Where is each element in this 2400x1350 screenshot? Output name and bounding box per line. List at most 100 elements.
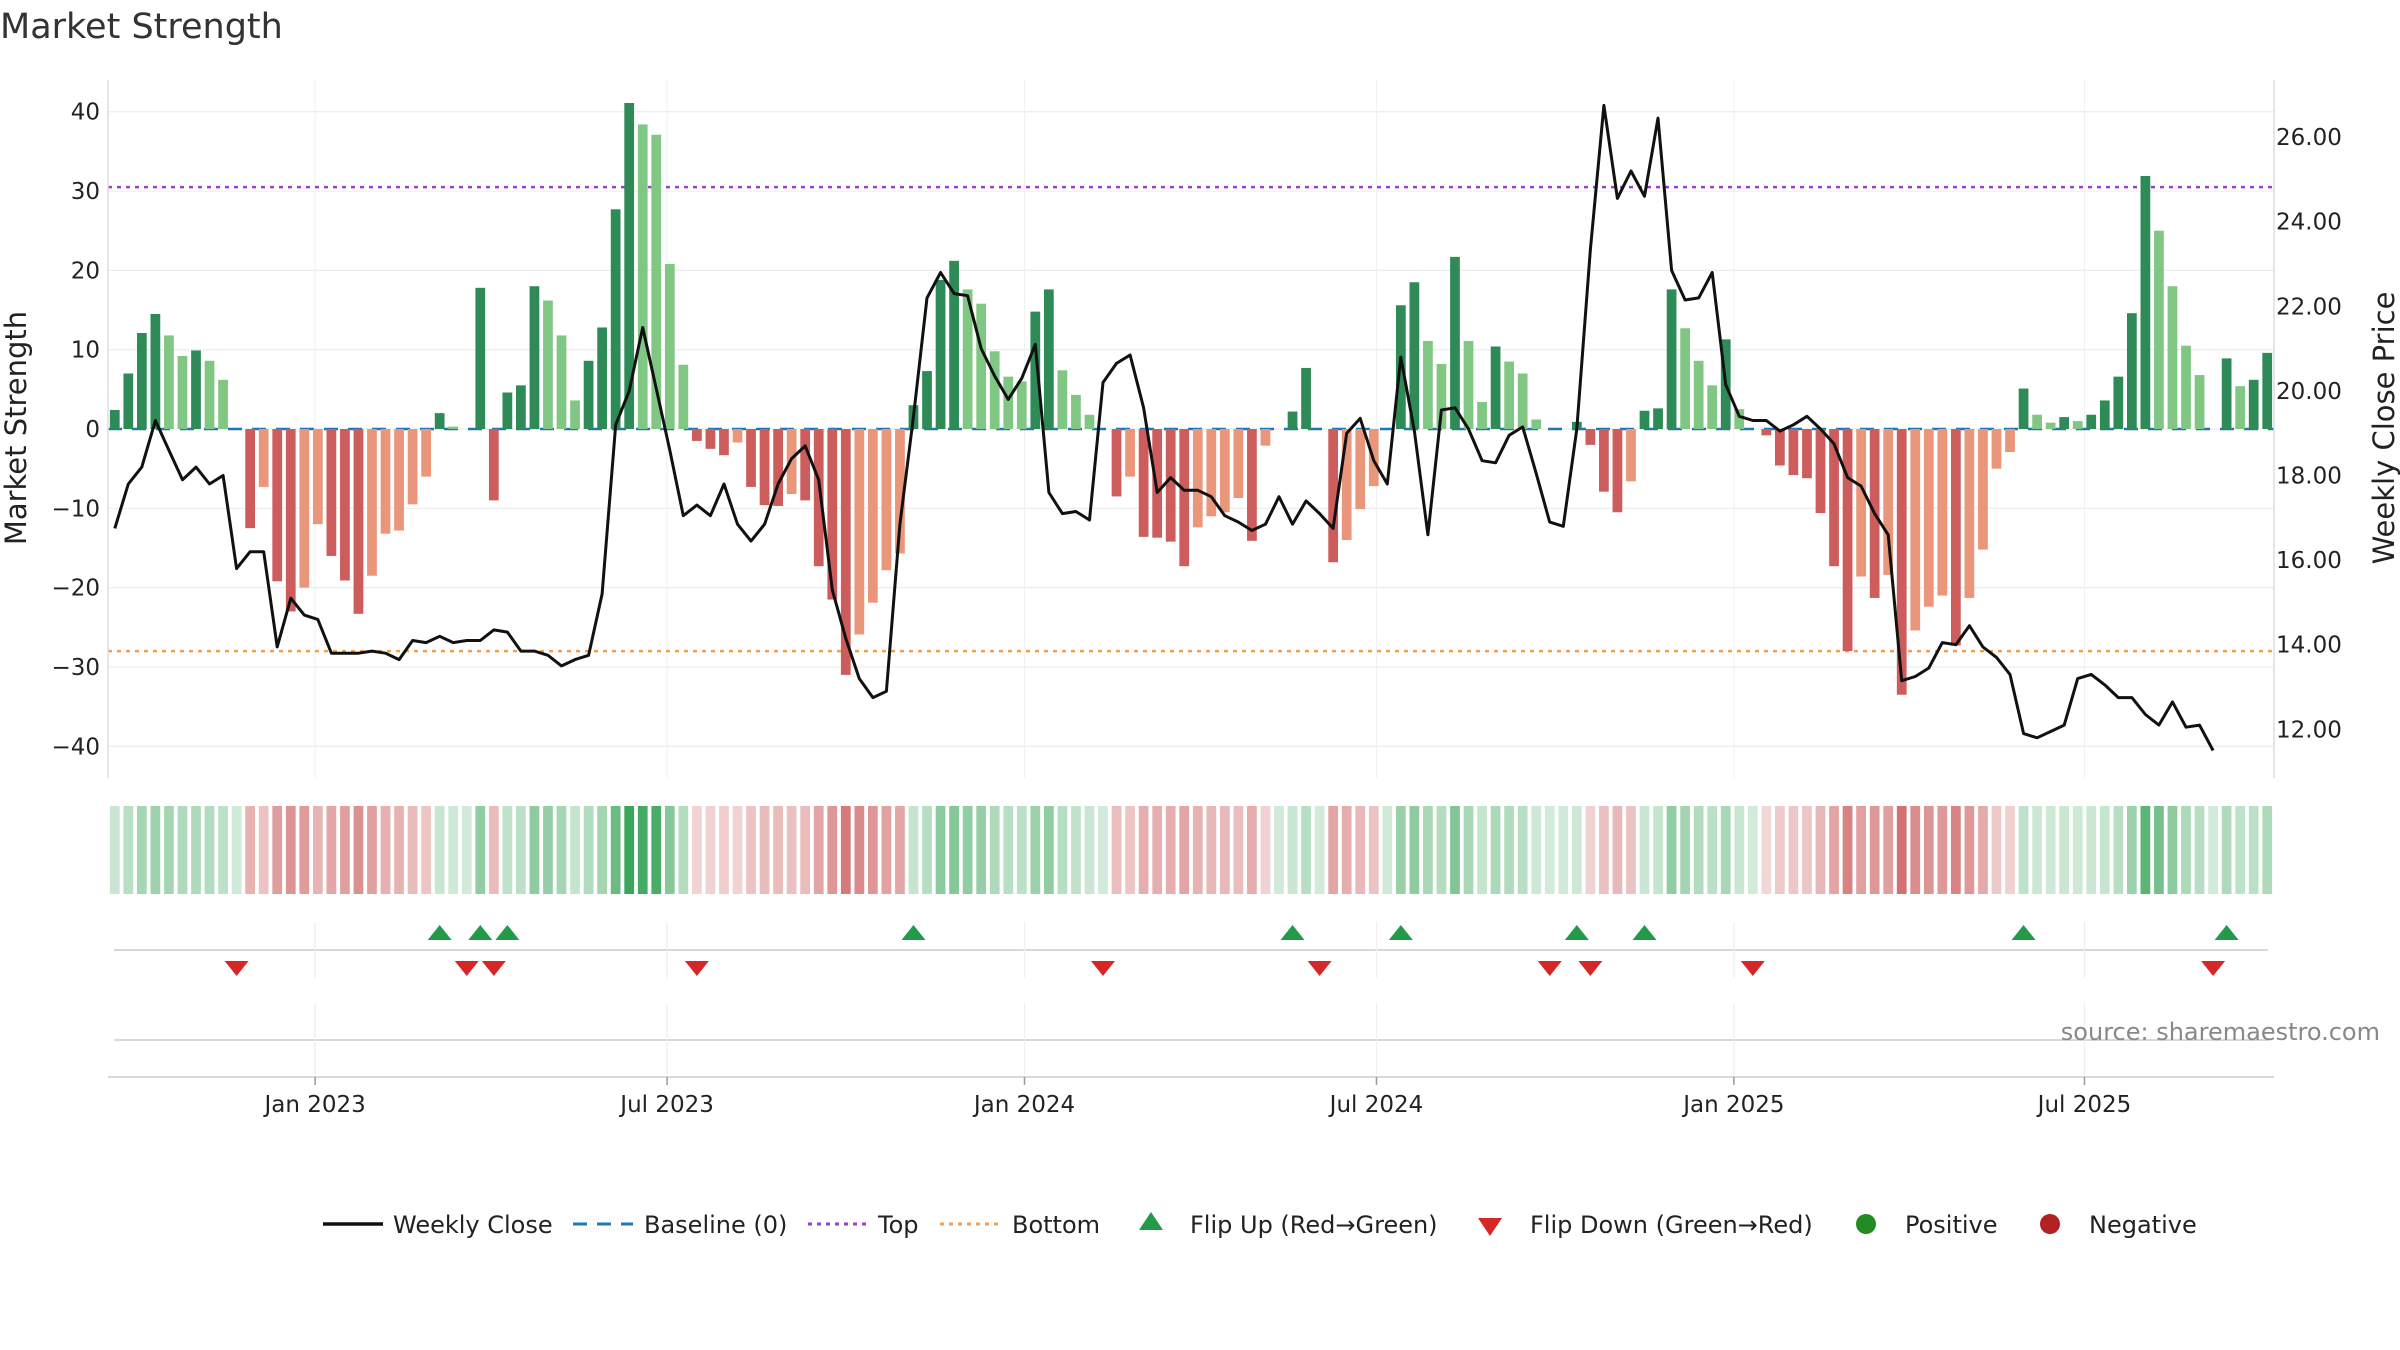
strength-bar [1490,346,1501,429]
strength-bar [123,373,134,429]
heat-cell [1395,806,1406,894]
strength-bar [299,429,310,588]
strength-bar [2032,414,2042,429]
x-tick-label: Jul 2023 [618,1092,714,1118]
right-tick-label: 18.00 [2276,464,2342,490]
strength-bar [773,429,783,506]
left-tick-label: −10 [51,496,100,522]
strength-bar [759,429,770,506]
left-tick-label: 40 [71,100,100,126]
strength-bar [637,124,648,429]
right-tick-label: 12.00 [2276,717,2342,743]
strength-bar [448,426,459,429]
heat-cell [136,806,147,894]
heat-cell [1057,806,1068,894]
heat-cell [759,806,770,894]
strength-bar [2045,422,2056,429]
flip-down-marker [684,961,709,976]
right-tick-label: 14.00 [2276,633,2342,659]
heat-cell [109,806,120,894]
heat-cell [1856,806,1866,894]
strength-bar [867,429,878,603]
heat-cell [245,806,256,894]
heat-cell [177,806,188,894]
left-tick-label: −40 [51,734,100,760]
strength-bar [624,103,635,430]
heat-cell [1653,806,1663,894]
right-axis-title: Weekly Close Price [2367,292,2400,565]
strength-bar [2086,414,2097,429]
flip-markers-panel [114,922,2268,1076]
heat-cell [1165,806,1176,894]
legend-flip-down-icon [1478,1218,1502,1236]
strength-bar [204,360,215,429]
heat-cell [881,806,892,894]
heat-cell [1612,806,1623,894]
flip-up-marker [427,925,452,940]
heat-cell [1829,806,1839,894]
legend-positive-label: Positive [1905,1211,1998,1239]
strength-bar [664,264,675,429]
strength-bar [1612,429,1623,513]
heat-cell [502,806,513,894]
strength-bar [2154,230,2164,429]
heat-cell [1815,806,1826,894]
heat-cell [1179,806,1190,894]
heat-cell [1260,806,1271,894]
heat-cell [664,806,675,894]
heat-cell [1030,806,1041,894]
heat-cell [1233,806,1244,894]
strength-bar [1950,429,1961,646]
heat-cell [1571,806,1582,894]
heat-cell [1368,806,1379,894]
heat-cell [380,806,391,894]
strength-bar [2072,421,2083,429]
strength-bar [719,429,729,456]
heat-cell [1382,806,1393,894]
heat-cell [543,806,553,894]
right-tick-label: 24.00 [2276,210,2342,236]
strength-bar [1287,411,1298,429]
strength-bar [543,300,553,429]
x-tick-label: Jan 2024 [972,1092,1075,1118]
heat-cell [1869,806,1880,894]
strength-bar [610,209,621,429]
legend-baseline-label: Baseline (0) [644,1211,787,1239]
strength-bar [1937,429,1948,596]
heat-cell [1585,806,1596,894]
heat-cell [922,806,932,894]
legend: Weekly Close Baseline (0) Top Bottom Fli… [323,1211,2197,1239]
heat-cell [962,806,973,894]
strength-bar [177,356,188,429]
heat-cell [340,806,350,894]
right-tick-label: 22.00 [2276,294,2342,320]
strength-bar [1666,289,1677,429]
strength-bar [2140,175,2151,429]
heat-cell [719,806,729,894]
strength-bar [1165,429,1176,542]
right-tick-label: 20.00 [2276,379,2342,405]
heat-cell [597,806,607,894]
strength-bar [1896,429,1907,695]
heat-cell [1287,806,1298,894]
strength-bar [1138,429,1149,537]
flip-down-marker [224,961,249,976]
heat-cell [218,806,228,894]
strength-bar [678,364,689,429]
strength-bar [989,351,1000,429]
strength-bar [840,429,851,675]
strength-bar [1504,361,1515,429]
strength-bar [109,409,120,429]
heat-cell [1544,806,1555,894]
strength-bar [1233,429,1244,499]
heat-cell [1043,806,1054,894]
heat-cell [326,806,337,894]
heat-cell [1409,806,1420,894]
strength-bars [109,103,2273,695]
heat-cell [678,806,689,894]
heat-cell [637,806,648,894]
strength-bar [2221,358,2232,429]
strength-bar [1883,429,1894,575]
heat-cell [583,806,594,894]
